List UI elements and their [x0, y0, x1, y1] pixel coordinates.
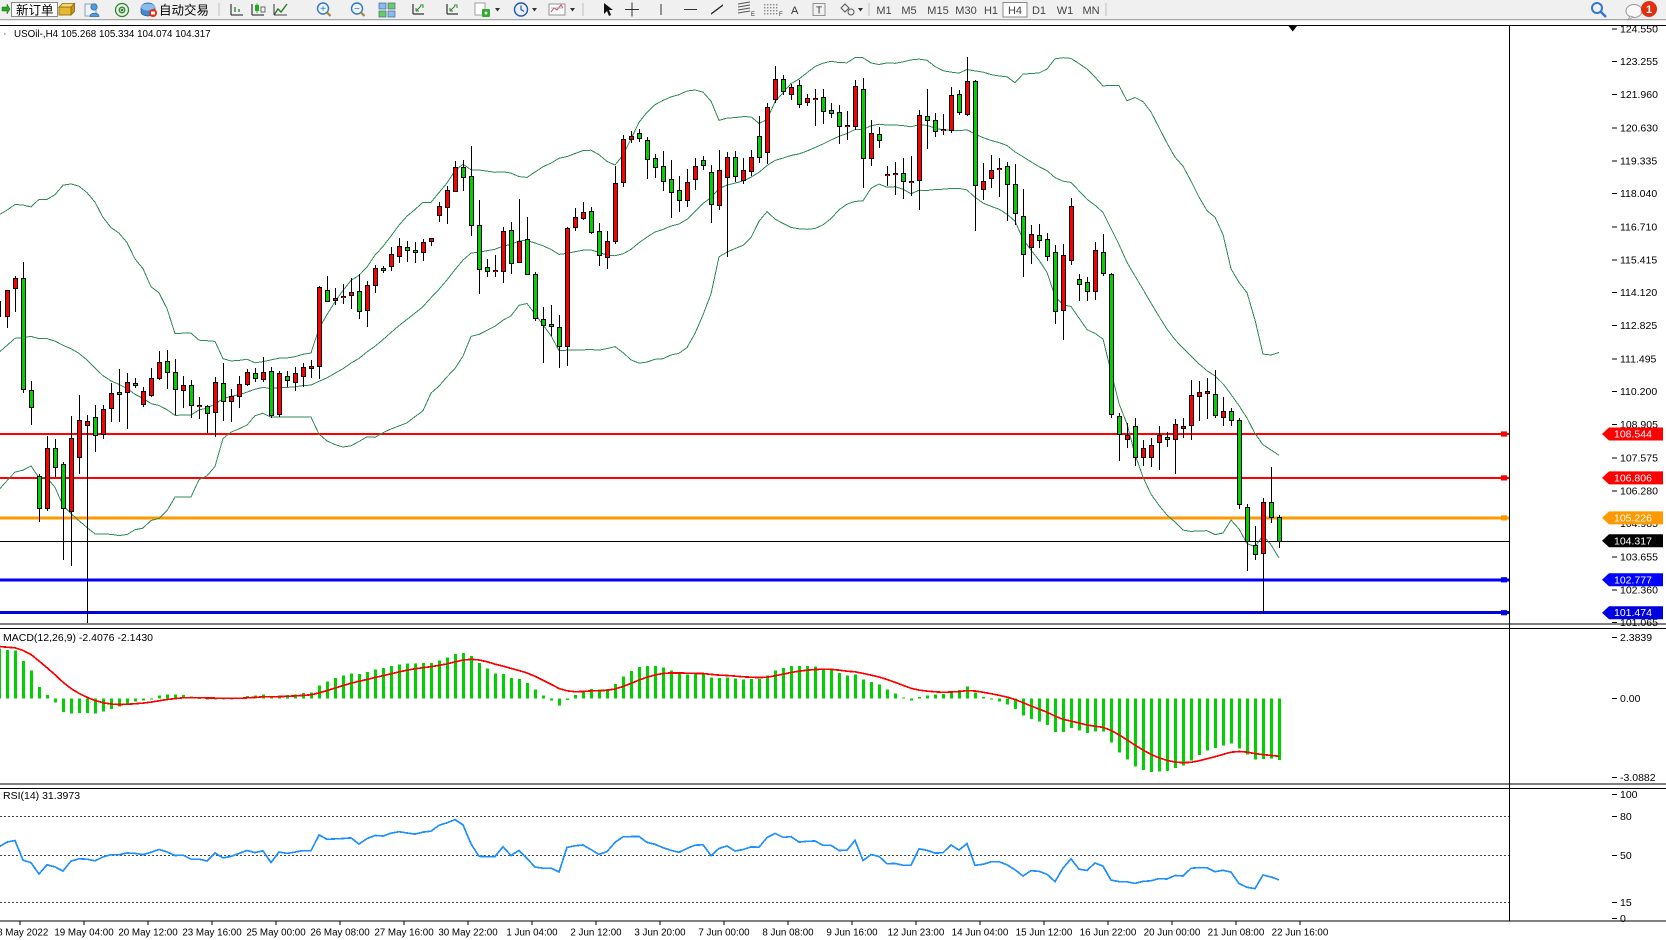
svg-text:A: A	[791, 5, 799, 17]
svg-text:110.200: 110.200	[1620, 386, 1657, 398]
svg-text:108.544: 108.544	[1614, 429, 1652, 441]
svg-text:102.360: 102.360	[1620, 584, 1658, 596]
svg-text:自动交易: 自动交易	[159, 3, 209, 18]
svg-text:9 Jun 16:00: 9 Jun 16:00	[826, 928, 878, 939]
svg-text:124.550: 124.550	[1620, 24, 1658, 36]
svg-text:101.474: 101.474	[1614, 607, 1652, 619]
svg-text:21 Jun 08:00: 21 Jun 08:00	[1208, 928, 1265, 939]
svg-text:1 Jun 04:00: 1 Jun 04:00	[506, 928, 558, 939]
svg-text:1: 1	[1646, 4, 1652, 16]
svg-text:·: ·	[3, 28, 7, 40]
svg-text:新订单: 新订单	[16, 3, 54, 18]
svg-text:14 Jun 04:00: 14 Jun 04:00	[952, 928, 1009, 939]
svg-text:D1: D1	[1032, 5, 1046, 17]
svg-text:0: 0	[1620, 913, 1626, 925]
svg-text:E: E	[751, 12, 755, 18]
svg-text:H1: H1	[984, 5, 998, 17]
svg-text:+: +	[320, 4, 326, 15]
svg-text:23 May 16:00: 23 May 16:00	[182, 928, 242, 939]
svg-text:-3.0882: -3.0882	[1620, 772, 1656, 784]
svg-text:114.120: 114.120	[1620, 287, 1657, 299]
svg-text:7 Jun 00:00: 7 Jun 00:00	[698, 928, 750, 939]
svg-text:30 May 22:00: 30 May 22:00	[438, 928, 498, 939]
svg-text:MACD(12,26,9) -2.4076 -2.1430: MACD(12,26,9) -2.4076 -2.1430	[3, 632, 153, 644]
svg-text:112.825: 112.825	[1620, 320, 1657, 332]
svg-text:−: −	[354, 4, 360, 15]
svg-text:111.495: 111.495	[1620, 353, 1657, 365]
svg-text:80: 80	[1620, 811, 1632, 823]
svg-text:USOil-,H4 105.268 105.334 104: USOil-,H4 105.268 105.334 104.074 104.31…	[14, 29, 211, 40]
svg-text:100: 100	[1620, 789, 1638, 801]
svg-text:50: 50	[1620, 850, 1632, 862]
svg-text:116.710: 116.710	[1620, 222, 1657, 234]
svg-text:M15: M15	[927, 5, 948, 17]
svg-text:12 Jun 23:00: 12 Jun 23:00	[888, 928, 945, 939]
svg-text:MN: MN	[1082, 5, 1099, 17]
svg-text:101.065: 101.065	[1620, 617, 1658, 629]
svg-text:119.335: 119.335	[1620, 155, 1657, 167]
svg-text:2.3839: 2.3839	[1620, 632, 1652, 644]
svg-text:T: T	[816, 6, 822, 17]
svg-text:104.317: 104.317	[1614, 535, 1652, 547]
svg-text:25 May 00:00: 25 May 00:00	[246, 928, 306, 939]
svg-text:W1: W1	[1057, 5, 1074, 17]
svg-text:102.777: 102.777	[1614, 574, 1652, 586]
svg-text:27 May 16:00: 27 May 16:00	[374, 928, 434, 939]
svg-text:H4: H4	[1008, 5, 1022, 17]
svg-text:20 Jun 00:00: 20 Jun 00:00	[1144, 928, 1201, 939]
svg-text:18 May 2022: 18 May 2022	[0, 928, 48, 939]
svg-text:103.655: 103.655	[1620, 552, 1658, 564]
svg-text:M5: M5	[901, 5, 916, 17]
svg-text:20 May 12:00: 20 May 12:00	[118, 928, 178, 939]
svg-text:8 Jun 08:00: 8 Jun 08:00	[762, 928, 814, 939]
svg-text:106.280: 106.280	[1620, 485, 1658, 497]
svg-text:118.040: 118.040	[1620, 188, 1657, 200]
svg-text:15 Jun 12:00: 15 Jun 12:00	[1016, 928, 1073, 939]
svg-text:M1: M1	[876, 5, 891, 17]
svg-text:RSI(14) 31.3973: RSI(14) 31.3973	[3, 790, 80, 802]
svg-text:106.806: 106.806	[1614, 472, 1652, 484]
svg-text:105.226: 105.226	[1614, 512, 1652, 524]
svg-text:0.00: 0.00	[1620, 693, 1641, 705]
svg-text:3 Jun 20:00: 3 Jun 20:00	[634, 928, 686, 939]
svg-text:15: 15	[1620, 897, 1632, 909]
svg-text:115.415: 115.415	[1620, 254, 1657, 266]
svg-text:26 May 08:00: 26 May 08:00	[310, 928, 370, 939]
svg-text:107.575: 107.575	[1620, 453, 1658, 465]
svg-text:16 Jun 22:00: 16 Jun 22:00	[1080, 928, 1137, 939]
svg-text:F: F	[779, 12, 783, 18]
svg-text:123.255: 123.255	[1620, 56, 1658, 68]
svg-text:M30: M30	[955, 5, 976, 17]
svg-text:22 Jun 16:00: 22 Jun 16:00	[1272, 928, 1329, 939]
svg-text:2 Jun 12:00: 2 Jun 12:00	[570, 928, 622, 939]
svg-text:19 May 04:00: 19 May 04:00	[54, 928, 114, 939]
svg-text:121.960: 121.960	[1620, 89, 1658, 101]
svg-text:120.630: 120.630	[1620, 123, 1658, 135]
